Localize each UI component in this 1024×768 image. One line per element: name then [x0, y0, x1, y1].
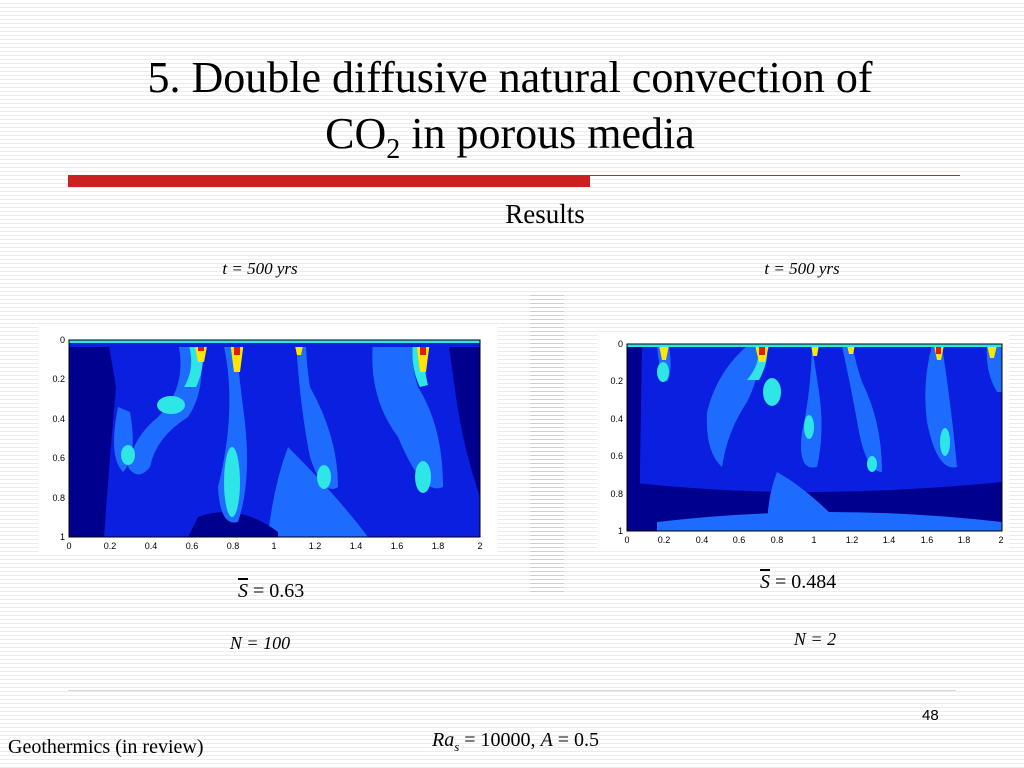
x-tick: 0.4	[145, 541, 158, 551]
x-tick: 1.4	[350, 541, 363, 551]
x-tick: 0.2	[658, 535, 671, 545]
y-tick: 1	[618, 526, 623, 536]
x-tick: 0.8	[771, 535, 784, 545]
x-tick: 0.4	[696, 535, 709, 545]
x-tick: 1.6	[391, 541, 404, 551]
x-tick: 1	[271, 541, 276, 551]
left-contour-svg: 0 0.2 0.4 0.6 0.8 1 0 0.2 0.4 0.6 0.8 1 …	[52, 335, 482, 551]
y-tick: 0.4	[52, 414, 65, 424]
x-tick: 1.2	[309, 541, 322, 551]
title-line-2: CO2 in porous media	[325, 109, 695, 165]
title-line-1: 5. Double diffusive natural convection o…	[147, 53, 873, 102]
y-tick: 0.6	[52, 453, 65, 463]
y-tick: 0.8	[52, 493, 65, 503]
right-y-axis-ticks: 0 0.2 0.4 0.6 0.8 1	[610, 339, 623, 536]
right-n-label: N = 2	[793, 629, 837, 649]
right-x-axis-ticks: 0 0.2 0.4 0.6 0.8 1 1.2 1.4 1.6 1.8 2	[624, 535, 1003, 545]
y-tick: 0.2	[52, 374, 65, 384]
left-mean-saturation: S = 0.63	[238, 580, 304, 603]
x-tick: 1	[811, 535, 816, 545]
left-n-label: N = 100	[229, 633, 291, 653]
left-plot-time-label: t = 500 yrs	[222, 259, 298, 278]
s-bar-symbol: S	[760, 571, 770, 593]
left-x-axis-ticks: 0 0.2 0.4 0.6 0.8 1 1.2 1.4 1.6 1.8 2	[66, 541, 482, 551]
x-tick: 1.6	[921, 535, 934, 545]
left-y-axis-ticks: 0 0.2 0.4 0.6 0.8 1	[52, 335, 65, 542]
y-tick: 0	[60, 335, 65, 345]
results-heading: Results	[505, 199, 585, 229]
x-tick: 1.4	[883, 535, 896, 545]
parameter-line: Ras = 10000, A = 0.5	[432, 729, 600, 754]
y-tick: 0.6	[610, 451, 623, 461]
x-tick: 0	[66, 541, 71, 551]
left-contour-field	[69, 340, 480, 537]
x-tick: 2	[998, 535, 1003, 545]
right-contour-plot: 0 0.2 0.4 0.6 0.8 1 0 0.2 0.4 0.6 0.8 1 …	[597, 332, 1009, 550]
s-bar-value: = 0.63	[248, 580, 305, 602]
title-divider-line	[590, 175, 960, 176]
right-plot-time-label: t = 500 yrs	[764, 259, 840, 278]
y-tick: 0	[618, 339, 623, 349]
footer-divider	[68, 690, 956, 691]
x-tick: 1.8	[958, 535, 971, 545]
citation-reference: Geothermics (in review)	[8, 736, 204, 758]
x-tick: 1.2	[846, 535, 859, 545]
x-tick: 0.6	[733, 535, 746, 545]
right-contour-svg: 0 0.2 0.4 0.6 0.8 1 0 0.2 0.4 0.6 0.8 1 …	[610, 339, 1003, 545]
y-tick: 0.4	[610, 414, 623, 424]
x-tick: 0.6	[186, 541, 199, 551]
s-bar-value: = 0.484	[770, 571, 837, 593]
y-tick: 0.8	[610, 489, 623, 499]
x-tick: 2	[477, 541, 482, 551]
left-contour-plot: 0 0.2 0.4 0.6 0.8 1 0 0.2 0.4 0.6 0.8 1 …	[38, 327, 498, 555]
page-number: 48	[922, 707, 939, 724]
slide-title: 5. Double diffusive natural convection o…	[60, 50, 960, 178]
y-tick: 1	[60, 532, 65, 542]
y-tick: 0.2	[610, 376, 623, 386]
right-mean-saturation: S = 0.484	[760, 571, 836, 594]
center-divider-strip	[530, 292, 564, 592]
s-bar-symbol: S	[238, 580, 248, 602]
title-accent-bar	[68, 175, 590, 187]
x-tick: 0.2	[104, 541, 117, 551]
x-tick: 0.8	[227, 541, 240, 551]
right-contour-field	[627, 344, 1002, 531]
x-tick: 0	[624, 535, 629, 545]
x-tick: 1.8	[432, 541, 445, 551]
